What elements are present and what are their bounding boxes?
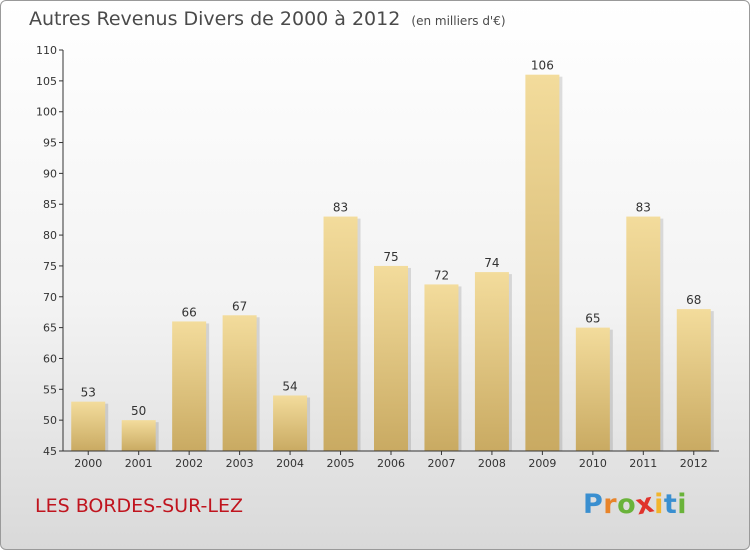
bar-2003 <box>222 315 257 451</box>
data-label-2005: 83 <box>333 201 348 215</box>
logo-letter: r <box>603 489 618 520</box>
chart-subtitle: (en milliers d'€) <box>411 14 506 28</box>
bar-2009 <box>525 74 560 451</box>
y-tick-label-65: 65 <box>43 322 57 335</box>
y-tick-label-95: 95 <box>43 137 57 150</box>
bar-2002 <box>172 321 207 451</box>
data-label-2012: 68 <box>686 293 701 307</box>
x-tick-label-2003: 2003 <box>226 457 254 470</box>
data-label-2006: 75 <box>383 250 398 264</box>
y-tick-label-90: 90 <box>43 167 57 180</box>
y-tick-label-100: 100 <box>36 106 57 119</box>
data-label-2003: 67 <box>232 299 247 313</box>
bar-2012 <box>676 309 711 451</box>
data-label-2011: 83 <box>636 201 651 215</box>
logo-letter: i <box>677 489 688 520</box>
bar-2000 <box>71 401 106 451</box>
proxiti-logo: Proxiti <box>583 487 688 521</box>
x-tick-label-2000: 2000 <box>74 457 102 470</box>
data-label-2007: 72 <box>434 268 449 282</box>
y-tick-label-85: 85 <box>43 198 57 211</box>
y-tick-label-60: 60 <box>43 352 57 365</box>
x-tick-label-2012: 2012 <box>680 457 708 470</box>
y-tick-label-45: 45 <box>43 445 57 458</box>
place-name: LES BORDES-SUR-LEZ <box>35 495 243 517</box>
data-label-2004: 54 <box>282 379 297 393</box>
x-tick-label-2010: 2010 <box>579 457 607 470</box>
data-label-2009: 106 <box>531 59 554 73</box>
bar-2011 <box>626 216 661 451</box>
x-tick-label-2001: 2001 <box>125 457 153 470</box>
x-tick-label-2007: 2007 <box>427 457 455 470</box>
x-tick-label-2008: 2008 <box>478 457 506 470</box>
x-tick-label-2011: 2011 <box>629 457 657 470</box>
x-tick-label-2005: 2005 <box>327 457 355 470</box>
y-tick-label-110: 110 <box>36 44 57 57</box>
logo-letter: P <box>583 489 604 520</box>
bar-2010 <box>575 327 610 451</box>
bar-2007 <box>424 284 459 451</box>
bars-layer: 53 50 66 67 54 83 75 72 74 106 65 83 68 <box>71 59 714 451</box>
data-label-2010: 65 <box>585 312 600 326</box>
logo-letter: o <box>617 489 637 520</box>
y-tick-label-50: 50 <box>43 414 57 427</box>
y-tick-label-80: 80 <box>43 229 57 242</box>
data-label-2002: 66 <box>182 305 197 319</box>
logo-letter: i <box>654 489 664 520</box>
data-label-2001: 50 <box>131 404 146 418</box>
chart-title: Autres Revenus Divers de 2000 à 2012 <box>29 8 401 30</box>
y-tick-label-75: 75 <box>43 260 57 273</box>
bar-2008 <box>474 272 509 451</box>
data-label-2008: 74 <box>484 256 499 270</box>
y-tick-label-55: 55 <box>43 383 57 396</box>
bar-2006 <box>374 265 408 451</box>
title-block: Autres Revenus Divers de 2000 à 2012 (en… <box>29 8 506 30</box>
bar-2001 <box>121 420 156 451</box>
bar-2004 <box>273 395 308 451</box>
x-tick-label-2002: 2002 <box>175 457 203 470</box>
logo-letter: t <box>663 489 678 520</box>
x-tick-label-2009: 2009 <box>528 457 556 470</box>
axes-layer: 2000 2001 2002 2003 2004 2005 2006 2007 2008 2009… <box>36 44 719 470</box>
y-tick-label-70: 70 <box>43 291 57 304</box>
x-tick-label-2006: 2006 <box>377 457 405 470</box>
bar-2005 <box>323 216 358 451</box>
y-tick-label-105: 105 <box>36 75 57 88</box>
x-tick-label-2004: 2004 <box>276 457 304 470</box>
data-label-2000: 53 <box>81 386 96 400</box>
